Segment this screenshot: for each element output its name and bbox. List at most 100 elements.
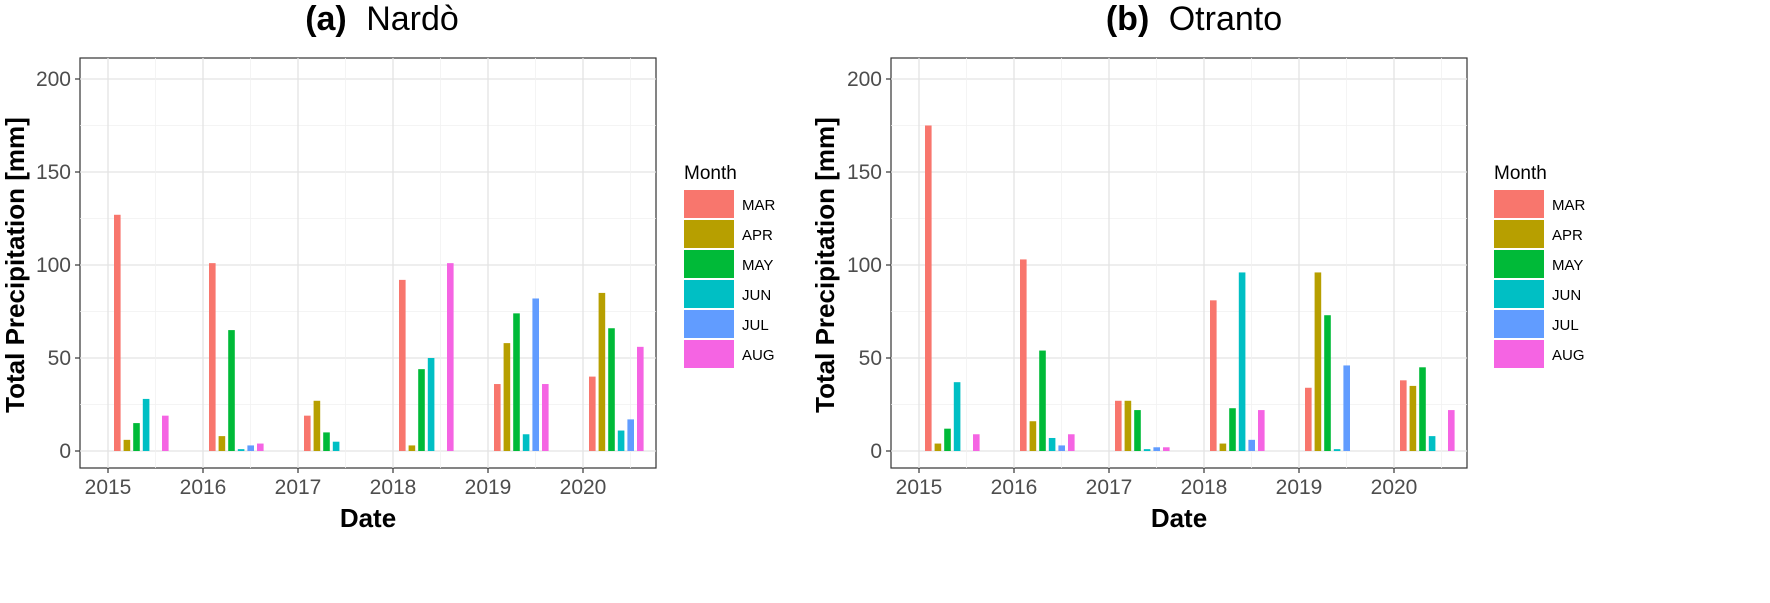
bar-jul-2019 (1343, 365, 1350, 451)
bar-jun-2020 (1428, 436, 1436, 451)
bar-may-2016 (228, 330, 235, 451)
bar-mar-2020 (589, 376, 596, 451)
legend-label-aug: AUG (742, 347, 775, 364)
legend-label-mar: MAR (1552, 197, 1586, 214)
bar-may-2019 (1324, 315, 1331, 451)
bar-may-2015 (944, 428, 951, 451)
bar-mar-2019 (494, 384, 501, 451)
bar-aug-2018 (447, 263, 454, 451)
panel-b-legend: MAR APR MAY JUN JUL AUG (1494, 190, 1586, 368)
y-tick-label: 100 (847, 254, 882, 277)
bar-may-2018 (1229, 408, 1236, 451)
bar-apr-2020 (1409, 385, 1417, 451)
legend-label-jul: JUL (1552, 317, 1579, 334)
x-tick-label: 2015 (85, 476, 132, 499)
legend-key-mar (1494, 190, 1544, 218)
panel-a-title-name: Nardò (366, 0, 459, 38)
panel-a-x-axis-title: Date (340, 503, 396, 533)
panel-b-y-axis-title: Total Precipitation [mm] (810, 117, 840, 413)
panel-b-title: (b) Otranto (1106, 0, 1282, 38)
bar-apr-2018 (408, 445, 416, 451)
bar-aug-2015 (162, 415, 169, 451)
bar-apr-2016 (1029, 421, 1037, 451)
bar-mar-2019 (1305, 387, 1312, 451)
y-tick-label: 0 (870, 440, 882, 463)
x-tick-label: 2019 (465, 476, 512, 499)
legend-label-may: MAY (742, 257, 773, 274)
legend-key-may (1494, 250, 1544, 278)
legend-label-jun: JUN (742, 287, 771, 304)
legend-label-mar: MAR (742, 197, 776, 214)
bar-jun-2019 (1333, 449, 1341, 451)
legend-key-apr (1494, 220, 1544, 248)
bar-jun-2017 (1143, 449, 1151, 451)
bar-jul-2018 (1248, 439, 1255, 451)
bar-jul-2016 (1058, 445, 1065, 451)
bar-mar-2017 (304, 415, 311, 451)
panel-a-legend: MAR APR MAY JUN JUL AUG (684, 190, 776, 368)
bar-jun-2020 (617, 430, 625, 451)
legend-label-apr: APR (1552, 227, 1583, 244)
bar-mar-2020 (1400, 380, 1407, 451)
panel-b-y-ticks: 0 50 100 150 200 (847, 68, 891, 463)
panel-a-title-prefix: (a) (305, 0, 347, 38)
panel-b-title-name: Otranto (1169, 0, 1282, 38)
panel-b-legend-title: Month (1494, 163, 1547, 184)
panel-b-plot-area (890, 57, 1468, 469)
panel-b-x-axis-title: Date (1151, 503, 1207, 533)
panel-b-title-prefix: (b) (1106, 0, 1149, 38)
bar-apr-2017 (313, 400, 321, 451)
legend-key-jul (684, 310, 734, 338)
legend-label-may: MAY (1552, 257, 1583, 274)
legend-key-may (684, 250, 734, 278)
bar-apr-2020 (598, 292, 606, 451)
x-tick-label: 2016 (991, 476, 1038, 499)
y-tick-label: 50 (859, 347, 882, 370)
x-tick-label: 2019 (1276, 476, 1323, 499)
y-tick-label: 200 (847, 68, 882, 91)
bar-apr-2019 (503, 343, 511, 451)
bar-aug-2018 (1258, 410, 1265, 451)
x-tick-label: 2017 (1086, 476, 1133, 499)
panel-b-gridlines (891, 58, 1467, 468)
legend-key-jul (1494, 310, 1544, 338)
legend-label-apr: APR (742, 227, 773, 244)
bar-aug-2020 (637, 346, 644, 451)
bar-aug-2016 (257, 443, 264, 451)
bar-may-2020 (608, 328, 615, 451)
y-tick-label: 150 (847, 161, 882, 184)
x-tick-label: 2015 (896, 476, 943, 499)
bar-jun-2016 (237, 449, 245, 451)
bar-jun-2018 (1238, 272, 1246, 451)
panel-a-plot-area (79, 57, 657, 469)
bar-aug-2017 (1163, 447, 1170, 451)
bar-jun-2018 (427, 358, 435, 451)
x-tick-label: 2020 (560, 476, 607, 499)
bar-mar-2018 (1210, 300, 1217, 451)
panel-a-y-axis-title: Total Precipitation [mm] (0, 117, 30, 413)
bar-jun-2019 (522, 434, 530, 451)
panel-a-gridlines (80, 58, 656, 468)
x-tick-label: 2016 (180, 476, 227, 499)
x-tick-label: 2017 (275, 476, 322, 499)
y-tick-label: 150 (36, 161, 71, 184)
legend-key-jun (684, 280, 734, 308)
bar-mar-2016 (209, 263, 216, 451)
bar-may-2015 (133, 423, 140, 451)
bar-may-2020 (1419, 367, 1426, 451)
bar-aug-2015 (973, 434, 980, 451)
y-tick-label: 100 (36, 254, 71, 277)
legend-label-jul: JUL (742, 317, 769, 334)
x-tick-label: 2020 (1371, 476, 1418, 499)
x-tick-label: 2018 (370, 476, 417, 499)
bar-may-2017 (1134, 410, 1141, 451)
panel-a-y-ticks: 0 50 100 150 200 (36, 68, 80, 463)
bar-may-2016 (1039, 350, 1046, 451)
bar-jun-2015 (142, 398, 150, 451)
bar-jun-2016 (1048, 437, 1056, 451)
bar-mar-2016 (1020, 259, 1027, 451)
panel-a-bars (114, 214, 644, 451)
bar-apr-2018 (1219, 443, 1227, 451)
